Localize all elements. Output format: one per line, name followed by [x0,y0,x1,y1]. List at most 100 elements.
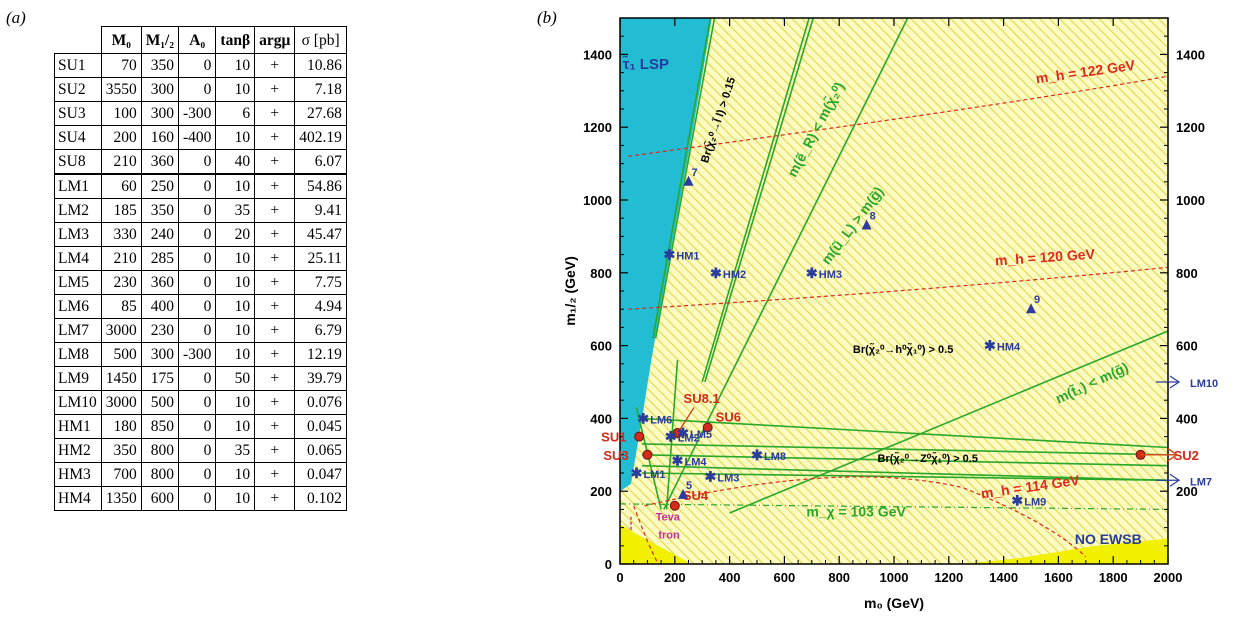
su-point-label: SU2 [1174,448,1199,463]
su-point-marker [642,449,653,460]
lm-point-label: LM2 [678,433,700,445]
table-sigma-cell: 6.07 [294,149,347,175]
right-tick-label: 400 [1176,411,1198,426]
table-tanbeta-cell: 10 [215,77,256,102]
table-tanbeta-cell: 10 [215,462,256,487]
table-m12-cell: 160 [140,125,179,150]
lm-point-marker: ✱ [672,452,684,468]
table-sigma-cell: 25.11 [294,246,347,271]
table-row: HM2 350 800 0 35 +0.065 [54,438,347,463]
su-point-marker [669,500,680,511]
table-argmu-cell: + [254,125,296,150]
panel-label-a: (a) [6,8,26,27]
table-m0-cell: 700 [100,462,142,487]
table-a0-cell: 0 [177,246,217,271]
table-row: LM9 1450 175 0 50 +39.79 [54,366,347,391]
lm-point-label: LM3 [717,473,739,485]
table-sigma-cell: 12.19 [294,342,347,367]
table-a0-cell: 0 [177,462,217,487]
x-tick-label: 2000 [1154,570,1183,585]
lm-point-label: LM6 [650,414,672,426]
y-tick-label: 1400 [583,47,612,62]
table-tanbeta-cell: 35 [215,438,256,463]
table-m0-cell: 210 [100,246,142,271]
table-m0-cell: 3550 [100,77,142,102]
offscale-arrowhead [1169,473,1181,487]
table-row: HM1 180 850 0 10 +0.045 [54,414,347,439]
table-a0-cell: -300 [177,101,217,126]
table-m12-cell: 360 [140,270,179,295]
green-boundary-line [641,472,1168,482]
tevatron-label-2: tron [658,530,680,542]
table-argmu-cell: + [254,486,296,511]
table-sigma-cell: 0.045 [294,414,347,439]
triangle-point-marker [1026,303,1036,314]
su-point-label: SU4 [683,488,709,503]
table-a0-cell: 0 [177,270,217,295]
table-row: SU2 3550 300 0 10 +7.18 [54,77,347,102]
y-tick-label: 600 [590,339,612,354]
table-point-name: HM3 [54,462,102,487]
y-tick-label: 200 [590,484,612,499]
table-sigma-cell: 45.47 [294,222,347,247]
susy-plane-plot: 0 200 400 600 800 1000 1200 1400 1600 1800 2000 0 20… [545,0,1234,631]
table-row: SU4 200 160 -400 10 +402.19 [54,125,347,150]
lep-excluded-region [620,523,692,564]
lm-point-label: LM4 [685,456,708,468]
y-axis-title: m₁/₂ (GeV) [562,256,578,326]
table-m0-cell: 185 [100,198,142,223]
table-header-row: M₀ M₁/₂ A₀ tanβ argμ σ [pb] [54,26,347,54]
table-m12-cell: 800 [140,462,179,487]
table-tanbeta-cell: 35 [215,198,256,223]
lm-point-marker: ✱ [1011,492,1023,508]
table-argmu-cell: + [254,294,296,319]
mh-120-label: m_h = 120 GeV [994,246,1096,269]
lm-point-label: LM8 [764,451,786,463]
table-tanbeta-cell: 10 [215,270,256,295]
lm-point-marker: ✱ [984,338,996,354]
table-a0-cell: -400 [177,125,217,150]
table-point-name: LM1 [54,173,102,199]
table-argmu-cell: + [254,77,296,102]
table-a0-cell: 0 [177,294,217,319]
x-axis-title: m₀ (GeV) [864,595,924,611]
lm-point-marker: ✱ [677,425,689,441]
table-m12-cell: 300 [140,342,179,367]
lm-point-label: HM1 [676,251,699,263]
table-point-name: SU4 [54,125,102,150]
table-sigma-cell: 0.047 [294,462,347,487]
table-sigma-cell: 9.41 [294,198,347,223]
table-row: LM2 185 350 0 35 +9.41 [54,198,347,223]
table-m0-cell: 200 [100,125,142,150]
table-m12-cell: 600 [140,486,179,511]
table-point-name: LM4 [54,246,102,271]
table-m12-cell: 850 [140,414,179,439]
table-point-name: HM4 [54,486,102,511]
table-m12-cell: 400 [140,294,179,319]
su-point-marker [702,422,713,433]
table-row: HM3 700 800 0 10 +0.047 [54,462,347,487]
table-point-name: LM5 [54,270,102,295]
table-a0-cell: 0 [177,366,217,391]
table-row: LM8 500 300 -300 10 +12.19 [54,342,347,367]
table-m0-cell: 1350 [100,486,142,511]
table-row: LM3 330 240 0 20 +45.47 [54,222,347,247]
table-a0-cell: 0 [177,414,217,439]
table-row: LM1 60 250 0 10 +54.86 [54,173,347,199]
table-tanbeta-cell: 10 [215,294,256,319]
table-tanbeta-cell: 10 [215,246,256,271]
table-sigma-cell: 0.065 [294,438,347,463]
table-sigma-cell: 54.86 [294,173,347,199]
table-sigma-cell: 6.79 [294,318,347,343]
table-tanbeta-cell: 10 [215,173,256,199]
table-a0-cell: 0 [177,486,217,511]
table-a0-cell: 0 [177,53,217,78]
offscale-point-label: LM10 [1190,378,1218,390]
green-boundary-line [729,330,1168,514]
panel-label-b: (b) [537,8,557,27]
triangle-point-label: 9 [1034,294,1040,306]
table-m0-cell: 230 [100,270,142,295]
table-m0-cell: 60 [100,173,142,199]
su-point-label: SU3 [603,448,628,463]
table-m0-cell: 3000 [100,318,142,343]
